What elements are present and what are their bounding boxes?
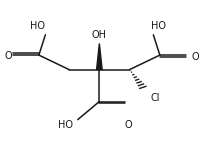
Text: HO: HO [30,21,45,31]
Text: O: O [4,51,12,61]
Text: HO: HO [151,21,166,31]
Text: O: O [124,120,132,130]
Text: OH: OH [92,30,107,40]
Text: HO: HO [58,120,73,130]
Polygon shape [97,44,102,70]
Text: O: O [191,52,199,62]
Text: Cl: Cl [150,93,160,103]
